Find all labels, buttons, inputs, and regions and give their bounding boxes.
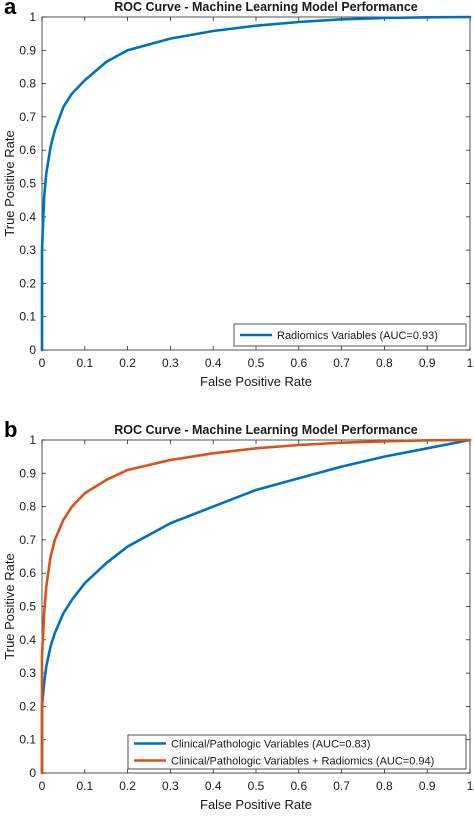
legend-box [233,323,467,347]
y-tick-label: 0.7 [19,110,36,124]
x-tick-label: 1 [467,779,474,793]
panel-letter: b [4,417,17,442]
y-tick-label: 0.3 [19,243,36,257]
y-tick-label: 0.4 [19,210,36,224]
y-tick-label: 0.6 [19,143,36,157]
y-tick-label: 0.6 [19,566,36,580]
x-tick-label: 0 [39,779,46,793]
y-axis-label: True Positive Rate [2,553,17,659]
x-tick-label: 0.6 [290,356,307,370]
x-tick-label: 0.8 [376,356,393,370]
chart-title: ROC Curve - Machine Learning Model Perfo… [114,0,418,14]
y-tick-label: 0.1 [19,733,36,747]
y-tick-label: 0.3 [19,666,36,680]
y-tick-label: 1 [29,10,36,24]
x-tick-label: 0.5 [248,779,265,793]
x-tick-label: 0.2 [119,779,136,793]
x-tick-label: 0.4 [205,779,222,793]
y-tick-label: 0.5 [19,177,36,191]
y-tick-label: 0.5 [19,600,36,614]
y-tick-label: 0.7 [19,533,36,547]
y-tick-label: 0.1 [19,310,36,324]
x-axis-label: False Positive Rate [200,797,312,812]
legend-label-1: Clinical/Pathologic Variables (AUC=0.83) [171,739,370,751]
x-tick-label: 0.7 [333,779,350,793]
x-tick-label: 0.7 [333,356,350,370]
y-tick-label: 0.4 [19,633,36,647]
legend-label-1: Radiomics Variables (AUC=0.93) [277,330,438,342]
x-tick-label: 0.2 [119,356,136,370]
series-line-1 [40,438,472,775]
y-tick-label: 0.8 [19,500,36,514]
legend-label-2: Clinical/Pathologic Variables + Radiomic… [171,756,434,768]
x-tick-label: 0 [39,356,46,370]
x-tick-label: 0.8 [376,779,393,793]
y-tick-label: 0.2 [19,699,36,713]
x-tick-label: 0.9 [419,779,436,793]
series-line-2 [40,438,472,775]
x-tick-label: 0.3 [162,356,179,370]
y-tick-label: 0 [29,343,36,357]
y-tick-label: 0.2 [19,276,36,290]
panel-b: b ROC Curve - Machine Learning Model Perf… [2,417,474,812]
x-tick-label: 0.1 [76,779,93,793]
x-tick-label: 0.1 [76,356,93,370]
x-tick-label: 0.5 [248,356,265,370]
plot-area [41,439,471,774]
y-tick-label: 0.9 [19,43,36,57]
legend-box [127,734,467,770]
panel-a: a ROC Curve - Machine Learning Model Perf… [2,0,474,389]
x-tick-label: 0.3 [162,779,179,793]
x-tick-label: 0.4 [205,356,222,370]
series-line-1 [40,15,472,352]
x-tick-label: 0.6 [290,779,307,793]
chart-title: ROC Curve - Machine Learning Model Perfo… [114,423,418,437]
y-tick-label: 1 [29,433,36,447]
x-tick-label: 0.9 [419,356,436,370]
y-tick-label: 0 [29,766,36,780]
y-tick-label: 0.8 [19,77,36,91]
y-axis-label: True Positive Rate [2,130,17,236]
y-tick-label: 0.9 [19,466,36,480]
plot-area [41,16,471,351]
x-tick-label: 1 [467,356,474,370]
x-axis-label: False Positive Rate [200,374,312,389]
panel-letter: a [4,0,17,19]
